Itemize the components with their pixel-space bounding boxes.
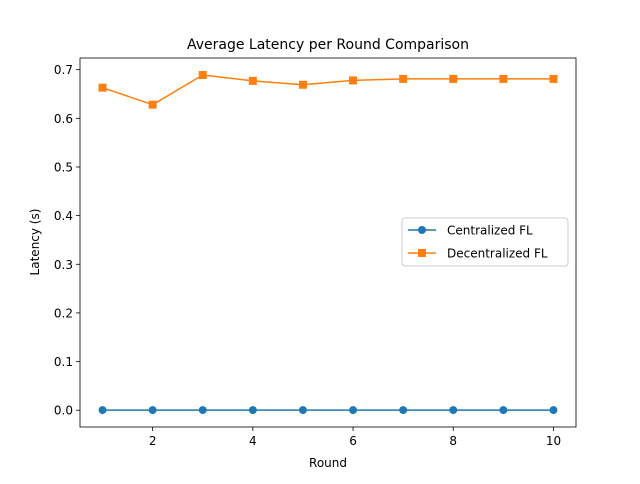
data-point-1: [349, 76, 358, 85]
data-point-0: [98, 406, 107, 415]
data-point-0: [499, 406, 508, 415]
chart-title: Average Latency per Round Comparison: [187, 37, 469, 53]
y-tick-label: 0.6: [54, 112, 73, 126]
data-point-0: [298, 406, 307, 415]
series-layer: [98, 71, 558, 415]
data-point-1: [248, 76, 257, 85]
data-point-0: [148, 406, 157, 415]
y-tick-label: 0.2: [54, 306, 73, 320]
x-tick-label: 10: [546, 434, 561, 448]
data-point-1: [198, 71, 207, 80]
y-tick-label: 0.4: [54, 209, 73, 223]
y-axis-label: Latency (s): [28, 209, 42, 276]
x-tick-label: 8: [449, 434, 457, 448]
data-point-1: [98, 83, 107, 92]
y-tick-label: 0.7: [54, 63, 73, 77]
x-tick-label: 2: [149, 434, 157, 448]
data-point-0: [248, 406, 257, 415]
data-point-1: [148, 100, 157, 109]
data-point-1: [449, 74, 458, 83]
data-point-1: [549, 74, 558, 83]
y-tick-label: 0.3: [54, 258, 73, 272]
axes-frame: [79, 57, 577, 428]
data-point-1: [298, 80, 307, 89]
data-point-0: [349, 406, 358, 415]
legend: Centralized FL Decentralized FL: [401, 217, 569, 267]
x-tick-label: 4: [249, 434, 257, 448]
y-axis-ticks: 0.0 0.1 0.2 0.3 0.4 0.5 0.6 0.7: [54, 63, 80, 418]
x-axis-label: Round: [309, 456, 347, 470]
data-point-0: [549, 406, 558, 415]
y-tick-label: 0.1: [54, 355, 73, 369]
x-tick-label: 6: [349, 434, 357, 448]
legend-label-decentralized: Decentralized FL: [447, 247, 548, 261]
data-point-1: [399, 74, 408, 83]
y-tick-label: 0.5: [54, 160, 73, 174]
legend-marker-centralized: [418, 226, 426, 234]
data-point-1: [499, 74, 508, 83]
legend-box: [401, 217, 569, 267]
y-tick-label: 0.0: [54, 404, 73, 418]
data-point-0: [399, 406, 408, 415]
series-line-1: [102, 74, 554, 106]
legend-label-centralized: Centralized FL: [447, 224, 533, 238]
data-point-0: [449, 406, 458, 415]
x-axis-ticks: 2 4 6 8 10: [149, 427, 561, 448]
legend-marker-decentralized: [418, 249, 426, 257]
data-point-0: [198, 406, 207, 415]
legend-entry-centralized: Centralized FL: [408, 224, 533, 238]
legend-entry-decentralized: Decentralized FL: [408, 247, 548, 261]
